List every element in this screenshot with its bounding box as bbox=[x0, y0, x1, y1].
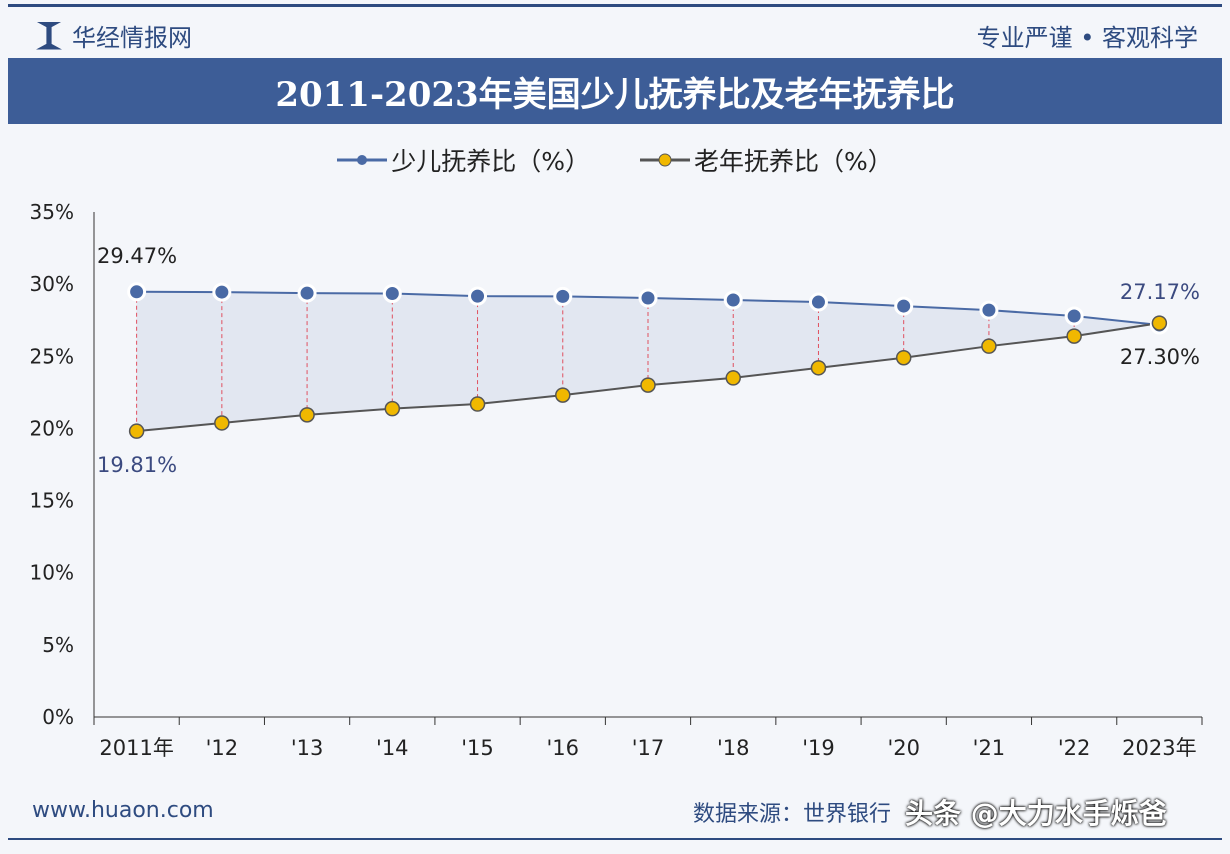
data-label: 27.17% bbox=[1120, 280, 1200, 304]
y-tick-label: 10% bbox=[30, 561, 74, 585]
y-tick-label: 35% bbox=[30, 200, 74, 224]
brand: 华经情报网 bbox=[36, 18, 192, 53]
youth-point bbox=[297, 283, 317, 303]
youth-point bbox=[979, 300, 999, 320]
x-tick-label: '14 bbox=[376, 736, 409, 760]
youth-point bbox=[468, 286, 488, 306]
elderly-point bbox=[810, 360, 827, 376]
youth-point bbox=[382, 284, 402, 304]
elderly-point bbox=[1151, 315, 1168, 331]
x-tick-label: '18 bbox=[717, 736, 750, 760]
brand-name: 华经情报网 bbox=[72, 24, 192, 52]
elderly-point bbox=[128, 423, 145, 439]
elderly-point bbox=[384, 400, 401, 417]
legend: 少儿抚养比（%） 老年抚养比（%） bbox=[0, 142, 1230, 178]
x-tick-label: '16 bbox=[547, 736, 580, 760]
data-label: 27.30% bbox=[1120, 345, 1200, 369]
elderly-point bbox=[1066, 328, 1082, 344]
x-tick-label: '13 bbox=[291, 736, 324, 760]
x-tick-label: 2023年 bbox=[1122, 736, 1196, 760]
elderly-point bbox=[469, 396, 486, 412]
elderly-point bbox=[981, 338, 997, 354]
youth-point bbox=[127, 282, 147, 302]
youth-point bbox=[553, 286, 573, 306]
x-tick-label: '21 bbox=[973, 736, 1006, 760]
legend-elderly: 老年抚养比（%） bbox=[640, 142, 893, 178]
legend-youth: 少儿抚养比（%） bbox=[337, 142, 590, 178]
elderly-point bbox=[299, 407, 315, 423]
chart-title: 2011-2023年美国少儿抚养比及老年抚养比 bbox=[8, 58, 1222, 124]
top-border bbox=[8, 4, 1222, 7]
x-tick-label: '20 bbox=[887, 736, 920, 760]
x-tick-label: 2011年 bbox=[99, 736, 173, 760]
elderly-point bbox=[214, 415, 230, 431]
youth-point bbox=[723, 290, 743, 310]
y-tick-label: 15% bbox=[30, 489, 74, 513]
slogan: 专业严谨 • 客观科学 bbox=[976, 24, 1198, 52]
youth-point bbox=[638, 288, 658, 308]
y-tick-label: 5% bbox=[42, 633, 74, 657]
y-tick-label: 20% bbox=[30, 416, 74, 440]
youth-point bbox=[1064, 306, 1084, 326]
x-tick-label: '22 bbox=[1058, 736, 1091, 760]
y-tick-label: 0% bbox=[42, 705, 74, 729]
data-label: 29.47% bbox=[97, 244, 177, 268]
website: www.huaon.com bbox=[32, 798, 214, 823]
youth-point bbox=[212, 282, 232, 302]
y-tick-label: 25% bbox=[30, 344, 74, 368]
x-tick-label: '15 bbox=[461, 736, 494, 760]
watermark: 头条 @大力水手烁爸 bbox=[905, 797, 1167, 830]
data-source: 数据来源：世界银行 bbox=[693, 802, 892, 827]
youth-point bbox=[894, 296, 914, 316]
elderly-point bbox=[725, 370, 741, 386]
bottom-border bbox=[8, 838, 1222, 840]
elderly-point bbox=[555, 387, 571, 403]
x-tick-label: '12 bbox=[206, 736, 239, 760]
elderly-point bbox=[895, 349, 912, 366]
elderly-point bbox=[640, 377, 656, 393]
youth-point bbox=[808, 292, 828, 312]
data-label: 19.81% bbox=[97, 453, 177, 477]
y-tick-label: 30% bbox=[30, 272, 74, 296]
x-tick-label: '17 bbox=[632, 736, 665, 760]
x-tick-label: '19 bbox=[802, 736, 835, 760]
